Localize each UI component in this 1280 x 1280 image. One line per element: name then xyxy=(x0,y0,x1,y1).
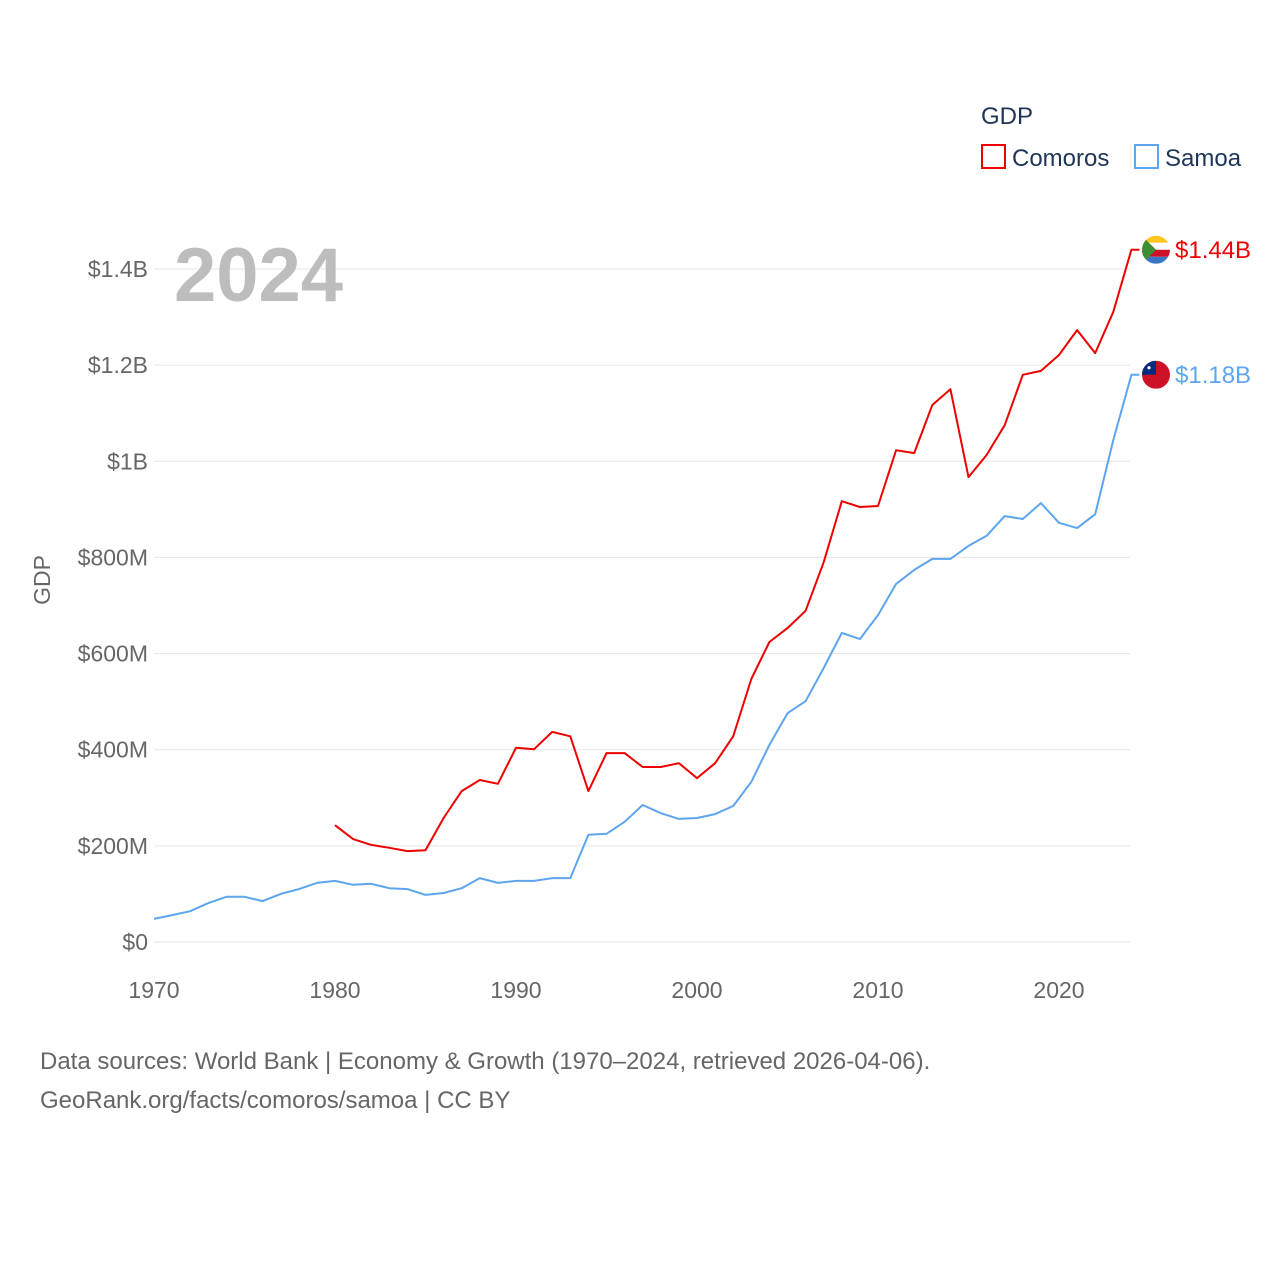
y-tick-label: $0 xyxy=(122,929,148,955)
end-label-samoa: $1.18B xyxy=(1175,362,1251,389)
footer-sources: Data sources: World Bank | Economy & Gro… xyxy=(40,1048,930,1075)
y-axis-ticks: $0 $200M $400M $600M $800M $1B $1.2B $1.4B xyxy=(78,256,148,955)
footer-link[interactable]: GeoRank.org/facts/comoros/samoa | CC BY xyxy=(40,1087,510,1114)
x-tick-label: 2000 xyxy=(671,977,722,1003)
y-tick-label: $200M xyxy=(78,833,148,859)
x-tick-label: 2020 xyxy=(1033,977,1084,1003)
y-tick-label: $400M xyxy=(78,737,148,763)
samoa-flag-icon xyxy=(1142,360,1170,389)
legend-title: GDP xyxy=(981,103,1033,130)
legend-swatch-comoros xyxy=(981,144,1006,169)
legend-label-comoros: Comoros xyxy=(1012,145,1109,172)
legend: GDP Comoros Samoa xyxy=(981,103,1242,172)
legend-swatch-samoa xyxy=(1134,144,1159,169)
gridlines xyxy=(154,268,1130,943)
end-label-comoros: $1.44B xyxy=(1175,237,1251,264)
series-line-samoa xyxy=(153,373,1140,920)
y-tick-label: $600M xyxy=(78,641,148,667)
series-lines xyxy=(153,248,1140,920)
year-label: 2024 xyxy=(174,233,343,318)
x-tick-label: 1980 xyxy=(309,977,360,1003)
x-axis-ticks: 1970 1980 1990 2000 2010 2020 xyxy=(128,977,1084,1003)
y-tick-label: $1.2B xyxy=(88,352,148,378)
y-axis-label: GDP xyxy=(29,555,55,605)
x-tick-label: 2010 xyxy=(852,977,903,1003)
series-line-comoros xyxy=(334,248,1140,853)
x-tick-label: 1970 xyxy=(128,977,179,1003)
legend-label-samoa: Samoa xyxy=(1165,145,1242,172)
y-tick-label: $800M xyxy=(78,544,148,570)
x-tick-label: 1990 xyxy=(490,977,541,1003)
legend-item-comoros[interactable]: Comoros xyxy=(981,144,1109,172)
y-tick-label: $1B xyxy=(107,448,148,474)
series-end-labels: $1.44B $1.18B xyxy=(1142,235,1251,389)
comoros-flag-icon xyxy=(1142,235,1170,264)
legend-item-samoa[interactable]: Samoa xyxy=(1134,144,1242,172)
y-tick-label: $1.4B xyxy=(88,256,148,282)
